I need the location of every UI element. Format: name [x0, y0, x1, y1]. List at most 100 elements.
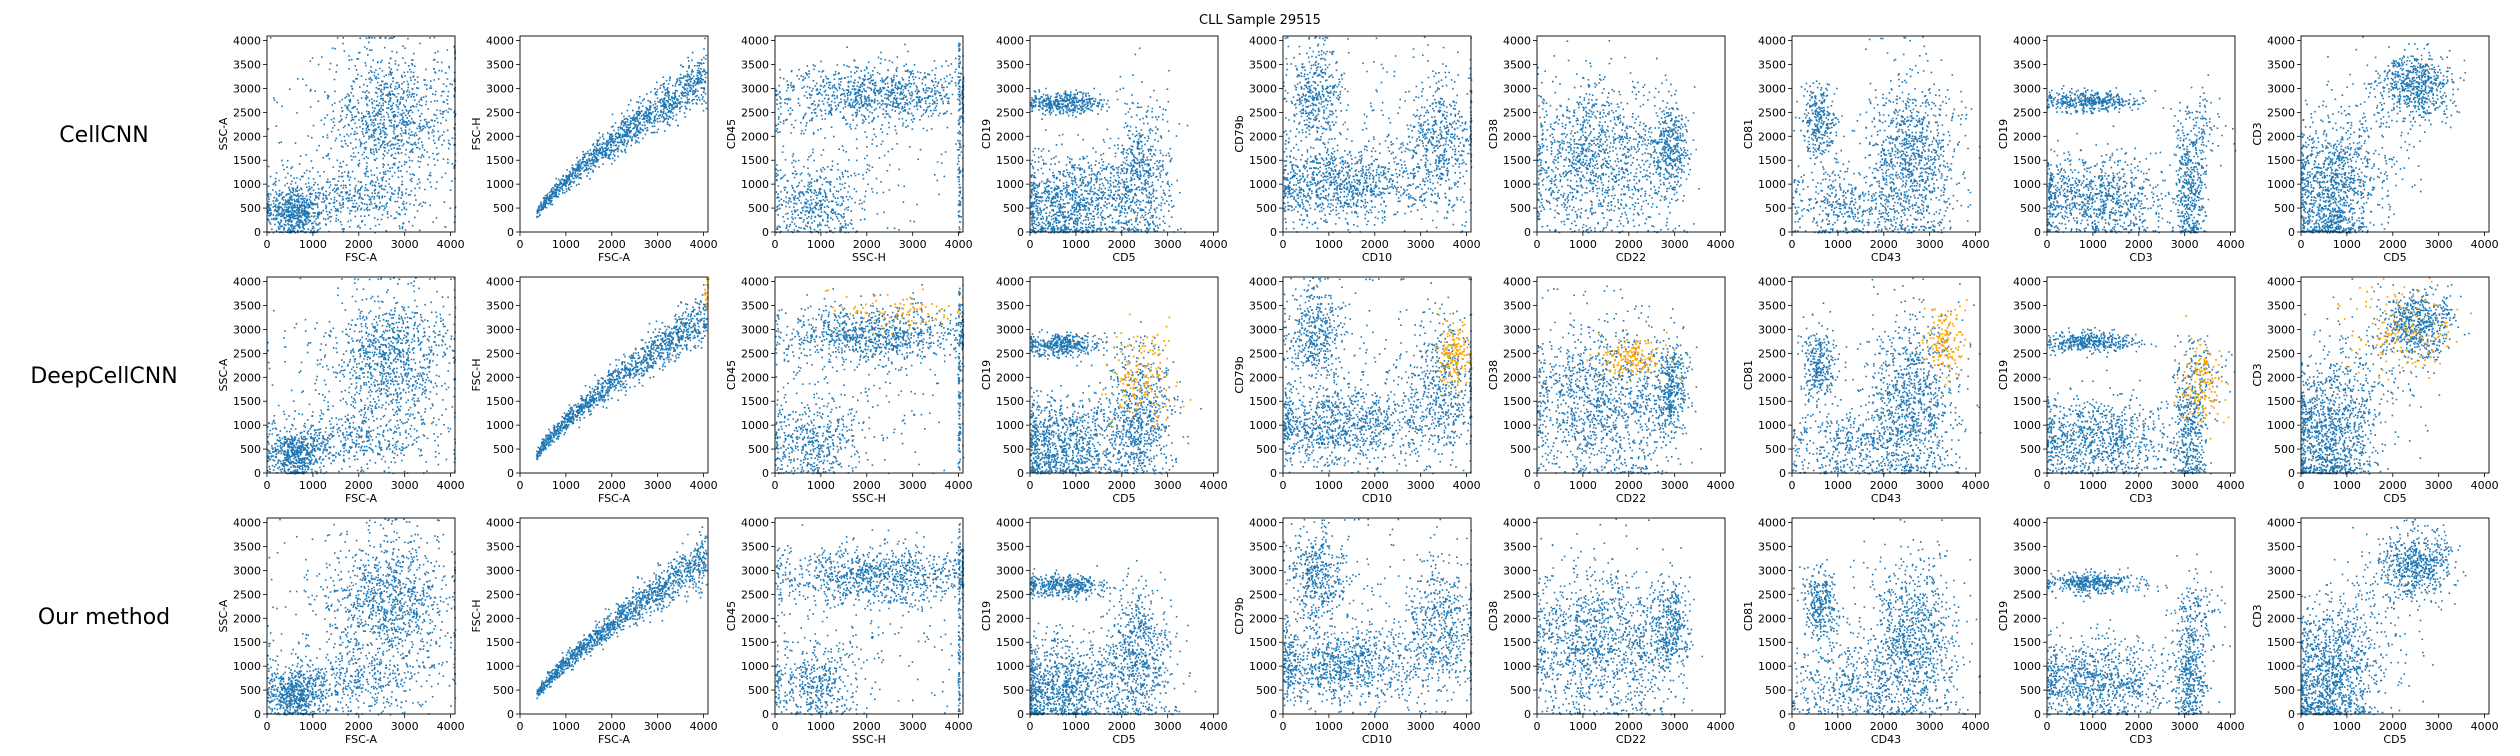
x-tick-label: 0: [517, 720, 524, 733]
y-tick-label: 0: [1017, 708, 1024, 721]
y-tick-label: 500: [1765, 684, 1786, 697]
y-tick-label: 2500: [996, 347, 1024, 360]
x-tick-label: 3000: [1916, 238, 1944, 251]
y-tick-label: 3000: [1758, 323, 1786, 336]
y-tick-label: 2000: [1758, 612, 1786, 625]
x-tick-label: 3000: [644, 720, 672, 733]
x-tick-label: 3000: [391, 479, 419, 492]
y-tick-label: 2500: [996, 588, 1024, 601]
x-tick-label: 0: [1534, 720, 1541, 733]
y-tick-label: 2500: [1503, 347, 1531, 360]
x-tick-label: 4000: [1453, 720, 1481, 733]
x-tick-label: 2000: [1870, 238, 1898, 251]
x-tick-label: 4000: [945, 479, 973, 492]
plot-frame: [1791, 276, 1981, 474]
x-tick-label: 4000: [1707, 479, 1735, 492]
x-tick-label: 4000: [690, 238, 718, 251]
scatter-panel: 0 1000 2000 3000 4000 0 500 1000 1500 2000 2500 300…: [980, 276, 1228, 505]
y-tick-label: 2000: [1503, 371, 1531, 384]
y-tick-label: 2000: [2267, 130, 2295, 143]
y-tick-label: 2500: [2267, 588, 2295, 601]
y-tick-label: 2000: [2013, 612, 2041, 625]
x-tick-label: 4000: [1200, 479, 1228, 492]
plot-frame: [519, 35, 709, 233]
cell-points: [1537, 40, 1700, 234]
y-tick-label: 0: [1779, 708, 1786, 721]
x-tick-label: 4000: [2217, 720, 2245, 733]
y-tick-label: 1000: [1758, 660, 1786, 673]
y-tick-label: 2000: [1249, 612, 1277, 625]
y-tick-label: 2500: [233, 347, 261, 360]
scatter-panel: 0 1000 2000 3000 4000 0 500 1000 1500 2000 2500 300…: [1233, 517, 1481, 746]
x-tick-label: 2000: [1361, 720, 1389, 733]
y-tick-label: 0: [1524, 226, 1531, 239]
y-tick-label: 2000: [2267, 371, 2295, 384]
y-tick-label: 3000: [996, 82, 1024, 95]
y-axis-label: CD45: [725, 119, 738, 149]
scatter-panel: 0 1000 2000 3000 4000 0 500 1000 1500 2000 2500 300…: [2251, 35, 2499, 264]
y-tick-label: 3500: [1249, 59, 1277, 72]
x-tick-label: 1000: [1315, 238, 1343, 251]
scatter-panel: 0 1000 2000 3000 4000 0 500 1000 1500 2000 2500 300…: [470, 35, 718, 264]
cell-points: [1792, 518, 1981, 716]
y-tick-label: 3500: [233, 59, 261, 72]
y-tick-label: 3000: [486, 323, 514, 336]
y-tick-label: 0: [1270, 467, 1277, 480]
x-axis-label: CD22: [1616, 733, 1646, 746]
x-tick-label: 0: [1789, 238, 1796, 251]
scatter-panel: 0 1000 2000 3000 4000 0 500 1000 1500 2000 2500 300…: [1487, 517, 1735, 746]
y-tick-label: 2000: [2013, 130, 2041, 143]
plot-frame: [266, 276, 456, 474]
x-tick-label: 1000: [1062, 720, 1090, 733]
scatter-panel: 0 1000 2000 3000 4000 0 500 1000 1500 2000 2500 300…: [1233, 276, 1481, 505]
x-tick-label: 2000: [1361, 238, 1389, 251]
x-tick-label: 4000: [2471, 238, 2499, 251]
plot-frame: [1282, 517, 1472, 715]
x-axis-label: CD3: [2129, 492, 2152, 505]
y-tick-label: 1500: [1758, 636, 1786, 649]
x-tick-label: 2000: [2125, 479, 2153, 492]
scatter-panel: 0 1000 2000 3000 4000 0 500 1000 1500 2000 2500 300…: [1487, 276, 1735, 505]
scatter-panel: 0 1000 2000 3000 4000 0 500 1000 1500 2000 2500 300…: [470, 517, 718, 746]
row-label: DeepCellCNN: [30, 364, 177, 389]
y-tick-label: 2500: [1249, 588, 1277, 601]
x-axis-label: CD5: [1112, 492, 1135, 505]
x-axis-label: CD10: [1362, 492, 1392, 505]
x-tick-label: 2000: [2125, 238, 2153, 251]
y-tick-label: 4000: [741, 35, 769, 48]
x-axis-label: CD5: [1112, 733, 1135, 746]
y-tick-label: 3000: [2013, 82, 2041, 95]
selected-cell-points: [1586, 329, 1682, 383]
y-tick-label: 1500: [233, 154, 261, 167]
y-axis-label: CD38: [1487, 119, 1500, 149]
y-tick-label: 2000: [1758, 130, 1786, 143]
plot-frame: [519, 276, 709, 474]
y-tick-label: 2000: [486, 371, 514, 384]
y-axis-label: CD81: [1742, 360, 1755, 390]
x-tick-label: 1000: [1824, 238, 1852, 251]
y-tick-label: 0: [2288, 467, 2295, 480]
y-tick-label: 1500: [1758, 154, 1786, 167]
x-tick-label: 2000: [1615, 479, 1643, 492]
y-axis-label: SSC-A: [217, 117, 230, 150]
x-tick-label: 1000: [299, 720, 327, 733]
y-tick-label: 1000: [1249, 419, 1277, 432]
y-tick-label: 1500: [1249, 395, 1277, 408]
y-tick-label: 2000: [996, 371, 1024, 384]
y-axis-label: FSC-H: [470, 117, 483, 150]
x-tick-label: 4000: [2217, 238, 2245, 251]
y-tick-label: 2000: [486, 130, 514, 143]
x-axis-label: CD22: [1616, 492, 1646, 505]
y-tick-label: 3500: [233, 300, 261, 313]
x-tick-label: 1000: [2079, 479, 2107, 492]
x-tick-label: 3000: [2425, 238, 2453, 251]
y-tick-label: 2000: [741, 612, 769, 625]
x-tick-label: 4000: [1200, 720, 1228, 733]
y-tick-label: 500: [748, 684, 769, 697]
y-tick-label: 500: [2020, 202, 2041, 215]
plot-frame: [2046, 517, 2236, 715]
y-tick-label: 1000: [486, 660, 514, 673]
x-tick-label: 0: [264, 720, 271, 733]
y-tick-label: 3000: [486, 564, 514, 577]
y-tick-label: 3500: [1503, 300, 1531, 313]
